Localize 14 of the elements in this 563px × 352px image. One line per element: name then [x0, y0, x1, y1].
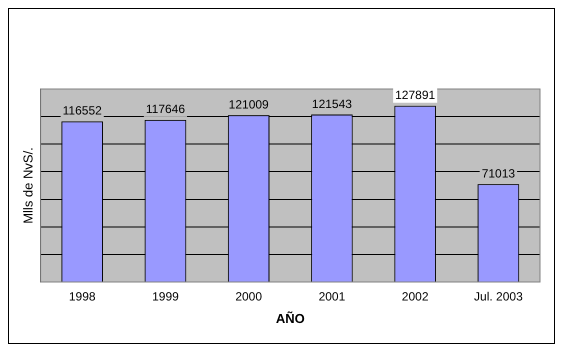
data-label: 121543	[312, 96, 352, 111]
x-axis-title: AÑO	[276, 310, 305, 326]
data-label: 71013	[482, 166, 516, 180]
data-label: 127891	[395, 88, 436, 102]
x-tick-label: 1998	[68, 290, 96, 304]
x-tick-label: 2001	[318, 290, 346, 304]
y-axis-title: Mlls de NvS/.	[20, 147, 36, 224]
x-tick-label: 2000	[235, 290, 262, 304]
x-tick-label: Jul. 2003	[474, 290, 524, 304]
data-label: 121009	[228, 97, 270, 112]
data-label: 116552	[62, 104, 102, 118]
x-tick-label: 1999	[152, 290, 180, 304]
data-label: 117646	[146, 102, 186, 116]
x-tick-label: 2002	[402, 290, 429, 304]
